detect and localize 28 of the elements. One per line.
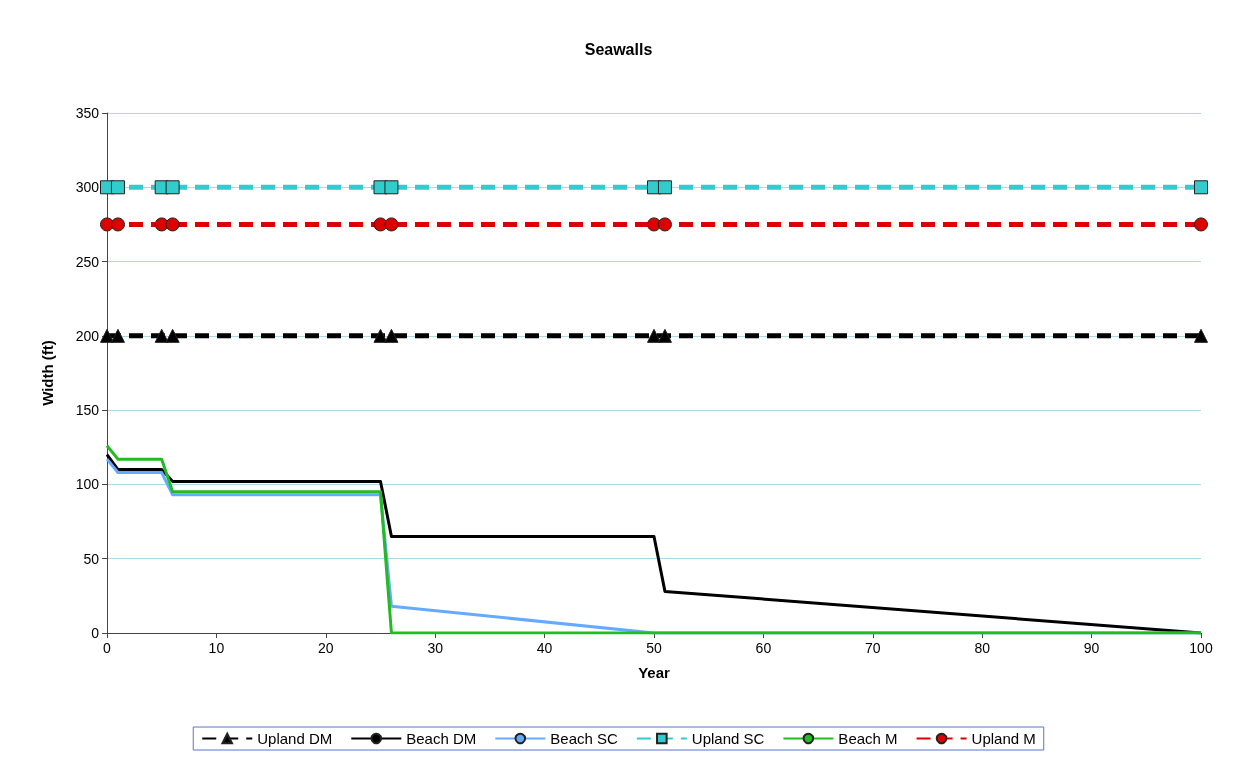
x-tick-label: 100 — [1189, 640, 1213, 656]
y-tick-label: 0 — [91, 625, 100, 641]
y-tick-label: 200 — [75, 327, 100, 344]
x-tick-label: 0 — [103, 640, 112, 656]
x-tick-label: 70 — [865, 640, 881, 656]
legend-label: Beach SC — [550, 730, 618, 747]
x-tick-label: 10 — [208, 640, 225, 656]
y-tick-label: 50 — [83, 550, 100, 567]
x-axis-title: Year — [638, 664, 671, 681]
y-tick-label: 350 — [75, 105, 100, 121]
x-tick-label: 50 — [646, 640, 662, 656]
x-tick-label: 20 — [318, 640, 334, 656]
legend-label: Upland M — [971, 730, 1036, 747]
x-tick-label: 80 — [974, 640, 991, 656]
y-tick-label: 300 — [75, 179, 100, 196]
chart-title: Seawalls — [584, 40, 653, 58]
y-axis-title: Width (ft) — [39, 340, 56, 406]
legend-label: Upland DM — [257, 730, 333, 747]
x-tick-label: 40 — [536, 640, 553, 656]
y-tick-label: 250 — [75, 253, 100, 270]
x-tick-label: 30 — [427, 640, 444, 656]
legend-label: Beach M — [838, 730, 898, 747]
x-tick-label: 60 — [755, 640, 772, 656]
x-tick-label: 90 — [1083, 640, 1100, 656]
y-tick-label: 150 — [75, 402, 100, 419]
legend-label: Upland SC — [691, 730, 765, 747]
y-tick-label: 100 — [75, 476, 100, 493]
legend-label: Beach DM — [406, 730, 477, 747]
